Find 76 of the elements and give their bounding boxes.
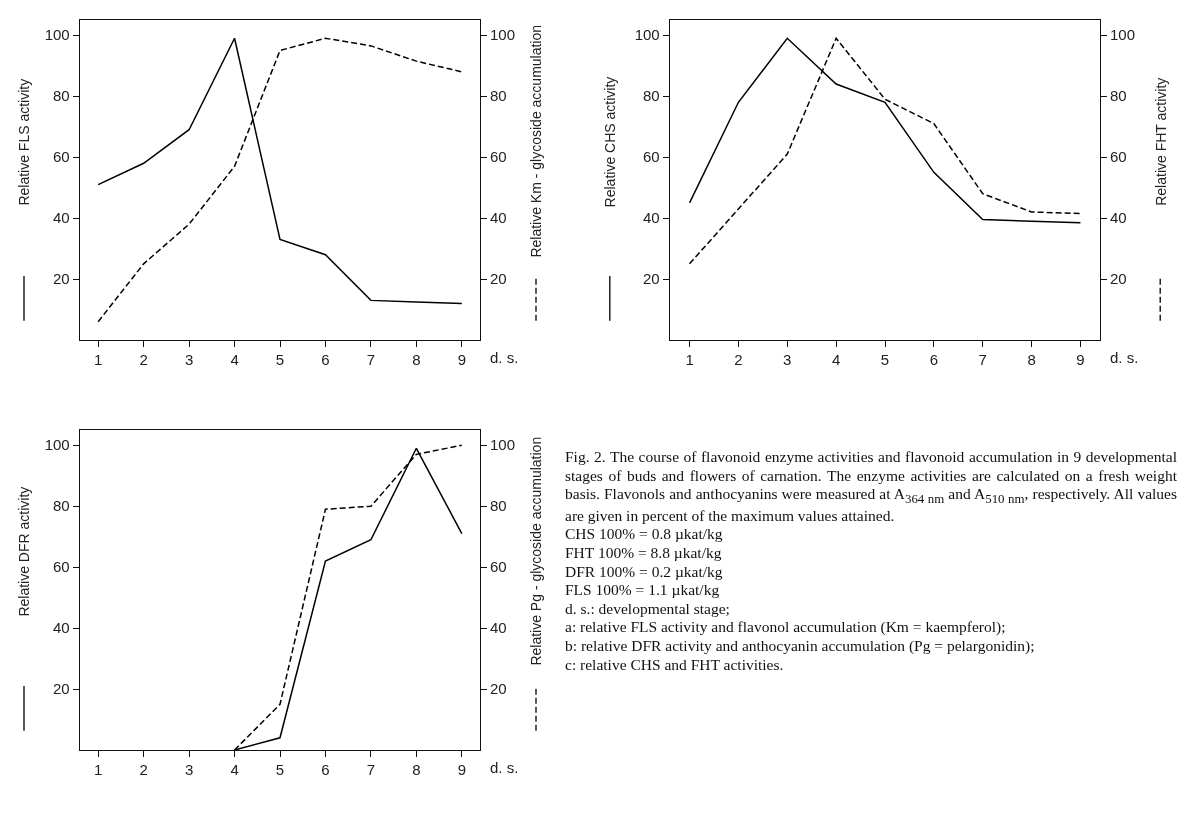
text: b: relative DFR activity and anthocyanin accumulation (Pg = pelargonidin); [565, 636, 1036, 656]
y2-tick-label: 40 [490, 209, 507, 227]
x-axis-title: d. s. [1110, 349, 1139, 366]
y-tick-label: 40 [643, 209, 660, 227]
y-axis-title: Relative FLS activity [16, 78, 33, 206]
y2-tick-label: 80 [490, 87, 507, 105]
x-tick-label: 6 [321, 351, 330, 369]
x-tick-label: 7 [366, 761, 376, 779]
y-tick-label: 20 [643, 270, 660, 288]
y2-tick-label: 80 [490, 497, 507, 515]
x-tick-label: 3 [184, 351, 194, 369]
x-tick-label: 2 [734, 351, 743, 369]
x-tick-label: 6 [929, 351, 939, 369]
y2-axis-title: Relative Km - glycoside accumulation [528, 24, 545, 258]
y2-tick-label: 60 [490, 558, 507, 576]
y-axis-title: Relative DFR activity [16, 486, 33, 617]
x-tick-label: 8 [412, 351, 421, 369]
x-tick-label: 3 [783, 351, 792, 369]
y-tick-label: 20 [53, 680, 70, 698]
y-tick-label: 80 [643, 87, 660, 105]
x-tick-label: 5 [275, 351, 285, 369]
x-tick-label: 4 [230, 351, 239, 369]
y2-tick-label: 100 [1110, 26, 1136, 44]
y2-tick-label: 40 [1110, 209, 1127, 227]
x-tick-label: 5 [275, 761, 285, 779]
x-tick-label: 5 [880, 351, 890, 369]
x-axis-title: d. s. [490, 349, 519, 366]
y-tick-label: 60 [53, 558, 70, 576]
text: FHT 100% = 8.8 µkat/kg [565, 543, 723, 563]
y-tick-label: 60 [53, 148, 70, 166]
y2-tick-label: 20 [1110, 270, 1127, 288]
x-tick-label: 8 [1027, 351, 1036, 369]
x-tick-label: 1 [685, 351, 694, 369]
y2-axis-title: Relative Pg - glycoside accumulation [528, 436, 545, 666]
y2-tick-label: 60 [1110, 148, 1127, 166]
x-tick-label: 3 [184, 761, 194, 779]
x-tick-label: 2 [139, 761, 148, 779]
x-axis-title: d. s. [490, 759, 519, 776]
y2-axis-title: Relative FHT activity [1152, 77, 1169, 206]
y2-tick-label: 20 [490, 270, 507, 288]
y-tick-label: 100 [44, 26, 70, 44]
line-series [688, 37, 1082, 265]
y2-tick-label: 100 [490, 26, 516, 44]
y2-tick-label: 100 [490, 436, 516, 454]
y2-tick-label: 80 [1110, 87, 1127, 105]
x-tick-label: 7 [978, 351, 987, 369]
text: Fig. 2. The course of flavonoid enzyme activities and flavonoid accumulation in 9 developmental stages of buds and flowers of carnation. The enzyme activities are calculated on a fresh weight basis. Flavonols and anthocyanins were measured at A$_{364 nm}$ and A$_{510 nm}$, respectively. All values are given in percent of the maximum values attained. [565, 448, 1178, 524]
y-tick-label: 20 [53, 270, 70, 288]
text: c: relative CHS and FHT activities. [565, 655, 785, 675]
x-tick-label: 6 [321, 761, 330, 779]
x-tick-label: 8 [412, 761, 421, 779]
text: DFR 100% = 0.2 µkat/kg [565, 562, 724, 582]
y-tick-label: 60 [643, 148, 660, 166]
x-tick-label: 9 [457, 761, 466, 779]
text: d. s.: developmental stage; [565, 599, 731, 619]
x-tick-label: 9 [1076, 351, 1085, 369]
y2-tick-label: 60 [490, 148, 507, 166]
x-tick-label: 2 [139, 351, 148, 369]
text: CHS 100% = 0.8 µkat/kg [565, 525, 724, 544]
x-tick-label: 4 [230, 761, 239, 779]
x-tick-label: 1 [94, 351, 103, 369]
y-tick-label: 40 [53, 619, 70, 637]
y-tick-label: 80 [53, 87, 70, 105]
y-tick-label: 80 [53, 497, 70, 515]
y-axis-title: Relative CHS activity [602, 76, 619, 208]
text: FLS 100% = 1.1 µkat/kg [565, 581, 721, 600]
x-tick-label: 1 [94, 761, 103, 779]
x-tick-label: 9 [457, 351, 466, 369]
y2-tick-label: 40 [490, 619, 507, 637]
x-tick-label: 7 [366, 351, 376, 369]
y-tick-label: 100 [44, 436, 70, 454]
text: a: relative FLS activity and flavonol accumulation (Km = kaempferol); [565, 618, 1007, 637]
x-tick-label: 4 [831, 351, 841, 369]
y-tick-label: 40 [53, 209, 70, 227]
y2-tick-label: 20 [490, 680, 507, 698]
y-tick-label: 100 [634, 26, 660, 44]
